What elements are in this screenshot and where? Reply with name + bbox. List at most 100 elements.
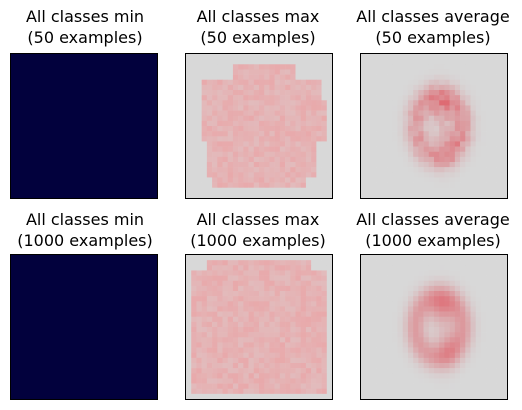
heatmap-cell	[206, 187, 213, 194]
heatmap-cell	[290, 275, 296, 282]
heatmap-cell	[434, 357, 440, 364]
heatmap-cell	[227, 172, 234, 178]
heatmap-cell	[305, 146, 312, 153]
heatmap-cell	[232, 131, 239, 137]
heatmap-cell	[460, 100, 466, 106]
heatmap-cell	[387, 296, 393, 302]
heatmap-cell	[300, 59, 307, 65]
heatmap-cell	[413, 74, 419, 81]
heatmap-cell	[470, 352, 477, 359]
heatmap-cell	[295, 172, 302, 178]
heatmap-cell	[227, 393, 234, 399]
heatmap-cell	[253, 378, 260, 384]
heatmap-cell	[439, 74, 445, 81]
heatmap-cell	[295, 321, 302, 328]
heatmap-cell	[428, 172, 435, 178]
heatmap-cell	[402, 306, 409, 312]
heatmap-cell	[186, 126, 192, 132]
heatmap-cell	[475, 291, 482, 297]
heatmap-cell	[311, 74, 317, 81]
heatmap-cell	[326, 177, 332, 183]
heatmap-cell	[264, 347, 270, 354]
heatmap-cell	[305, 151, 312, 158]
heatmap-cell	[491, 64, 497, 70]
heatmap-cell	[434, 316, 440, 323]
heatmap-cell	[480, 255, 487, 261]
heatmap-cell	[206, 126, 213, 132]
heatmap-cell	[470, 146, 477, 153]
heatmap-cell	[454, 368, 461, 374]
heatmap-cell	[407, 306, 414, 312]
heatmap-cell	[217, 167, 223, 173]
heatmap-cell	[366, 131, 372, 137]
heatmap-cell	[222, 126, 229, 132]
heatmap-cell	[196, 146, 202, 153]
heatmap-cell	[376, 64, 383, 70]
heatmap-cell	[222, 192, 229, 198]
heatmap-cell	[480, 347, 487, 354]
heatmap-cell	[186, 69, 192, 75]
heatmap-cell	[465, 393, 471, 399]
heatmap-cell	[480, 383, 487, 390]
heatmap-cell	[290, 151, 296, 158]
heatmap-cell	[480, 332, 487, 338]
heatmap-cell	[238, 388, 244, 395]
heatmap-cell	[480, 162, 487, 168]
heatmap-cell	[475, 84, 482, 91]
heatmap-cell	[232, 301, 239, 307]
heatmap-cell	[397, 126, 404, 132]
heatmap-cell	[232, 64, 239, 70]
heatmap-cell	[402, 327, 409, 333]
heatmap-cell	[259, 260, 265, 266]
heatmap-cell	[253, 388, 260, 395]
heatmap-cell	[381, 393, 388, 399]
heatmap-cell	[402, 167, 409, 173]
heatmap-cell	[407, 255, 414, 261]
heatmap-cell	[376, 327, 383, 333]
heatmap-cell	[470, 347, 477, 354]
heatmap-cell	[392, 301, 398, 307]
heatmap-cell	[361, 373, 367, 379]
heatmap-cell	[217, 131, 223, 137]
heatmap-cell	[279, 285, 286, 292]
heatmap-cell	[444, 90, 450, 96]
heatmap-cell	[392, 115, 398, 122]
heatmap-cell	[381, 162, 388, 168]
heatmap-cell	[418, 105, 424, 111]
heatmap-cell	[269, 141, 275, 147]
heatmap-cell	[460, 187, 466, 194]
heatmap-cell	[248, 126, 255, 132]
heatmap-cell	[248, 255, 255, 261]
heatmap-cell	[371, 291, 377, 297]
heatmap-cell	[311, 255, 317, 261]
heatmap-cell	[418, 285, 424, 292]
heatmap-cell	[264, 146, 270, 153]
heatmap-cell	[392, 187, 398, 194]
heatmap-cell	[201, 275, 208, 282]
heatmap-cell	[423, 332, 430, 338]
heatmap-cell	[311, 136, 317, 142]
heatmap-cell	[227, 332, 234, 338]
heatmap-cell	[428, 332, 435, 338]
heatmap-cell	[413, 393, 419, 399]
heatmap-cell	[381, 172, 388, 178]
heatmap-cell	[407, 352, 414, 359]
heatmap-cell	[392, 110, 398, 117]
heatmap-cell	[449, 296, 456, 302]
heatmap-cell	[465, 291, 471, 297]
heatmap-cell	[269, 265, 275, 271]
heatmap-cell	[196, 90, 202, 96]
heatmap-cell	[290, 260, 296, 266]
heatmap-cell	[186, 74, 192, 81]
heatmap-cell	[269, 255, 275, 261]
heatmap-cell	[376, 357, 383, 364]
heatmap-cell	[321, 296, 328, 302]
heatmap-cell	[206, 373, 213, 379]
heatmap-cell	[418, 79, 424, 86]
heatmap-cell	[290, 90, 296, 96]
heatmap-cell	[361, 342, 367, 348]
heatmap-cell	[460, 301, 466, 307]
heatmap-cell	[475, 100, 482, 106]
heatmap-cell	[376, 100, 383, 106]
heatmap-cell	[418, 84, 424, 91]
